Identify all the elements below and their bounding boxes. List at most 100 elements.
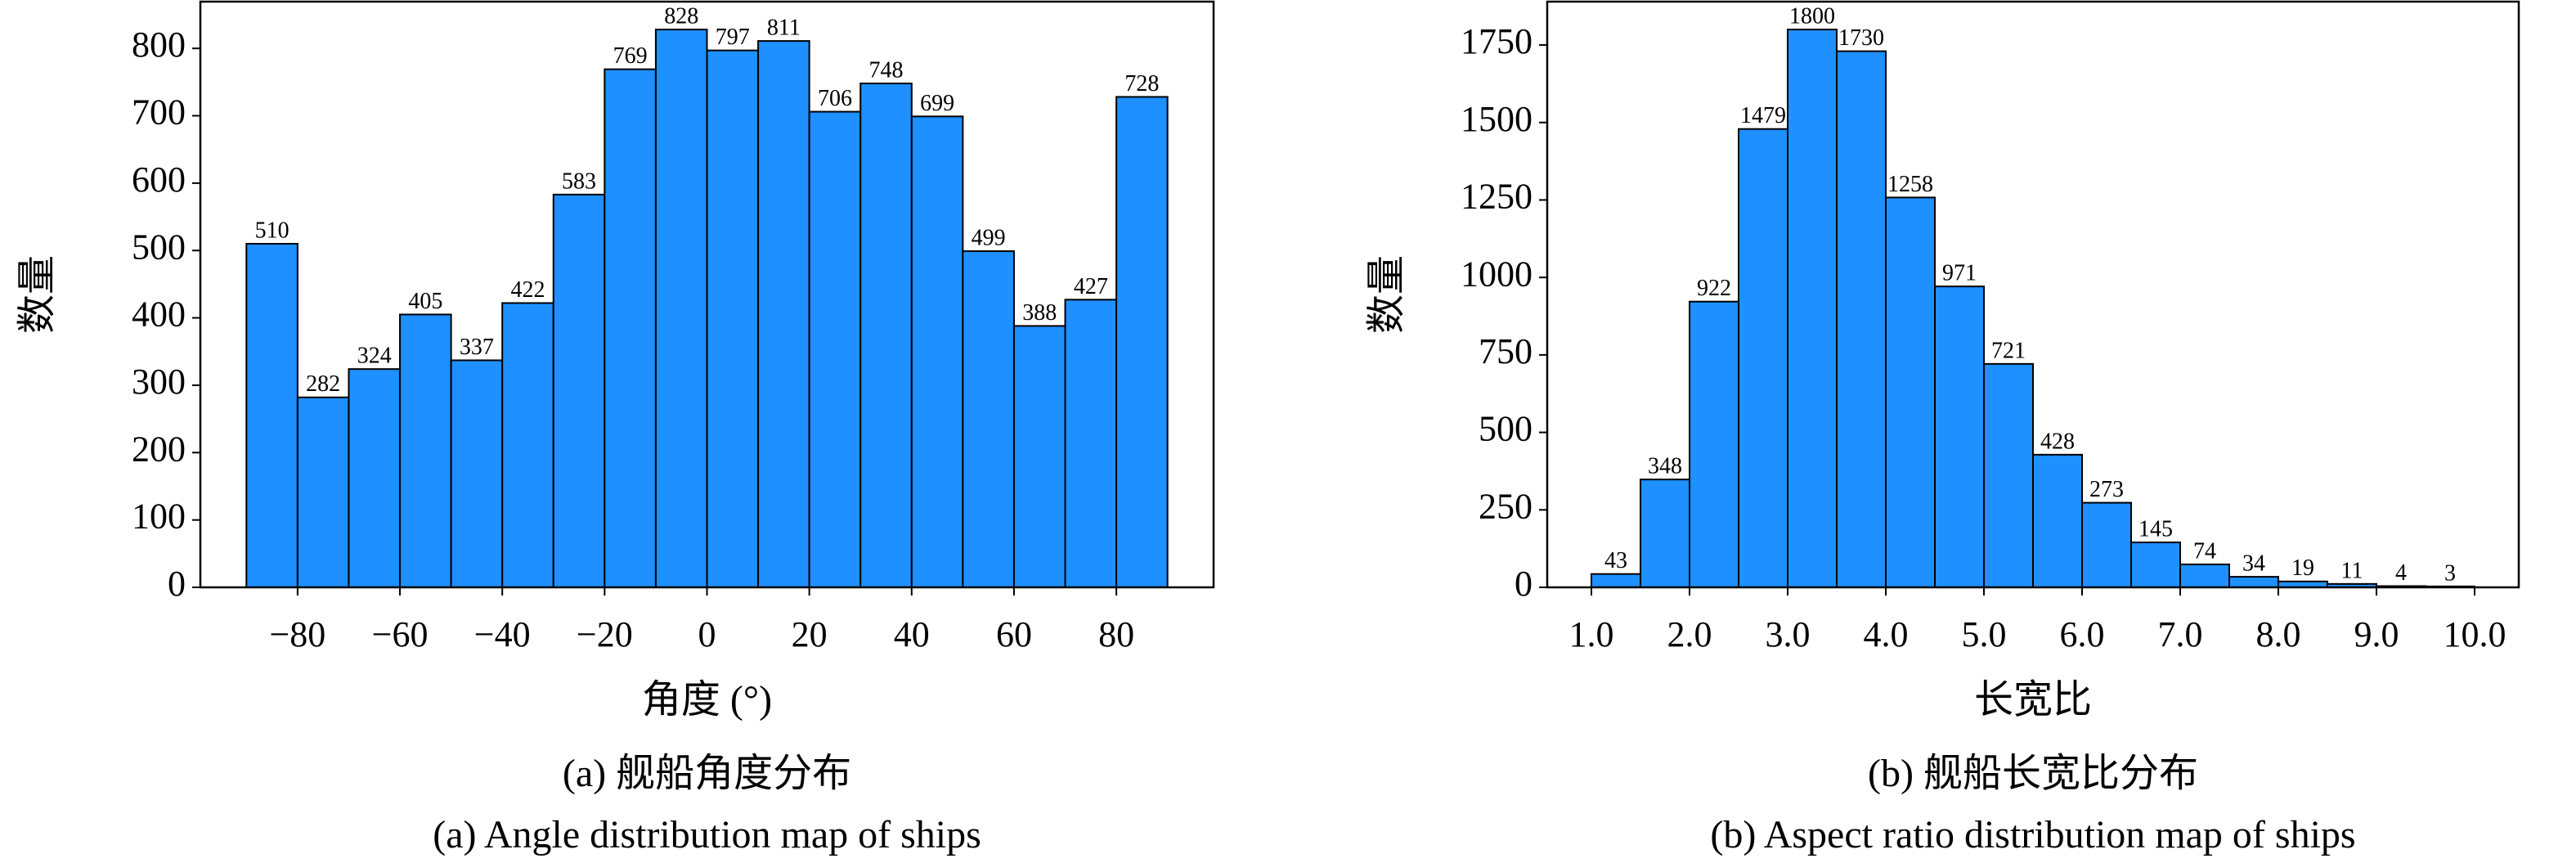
bar bbox=[1115, 96, 1169, 589]
bar bbox=[910, 115, 964, 588]
value-label: 583 bbox=[562, 169, 596, 194]
bar bbox=[1689, 300, 1739, 588]
bar bbox=[2228, 576, 2279, 588]
value-label: 428 bbox=[2040, 429, 2075, 454]
y-tick-label: 1000 bbox=[1461, 254, 1533, 294]
x-tick-label: 8.0 bbox=[2256, 614, 2301, 654]
bar bbox=[1012, 325, 1066, 588]
bar bbox=[1591, 573, 1641, 589]
y-tick-label: 0 bbox=[1515, 564, 1533, 604]
value-label: 728 bbox=[1124, 71, 1159, 97]
bar bbox=[1885, 196, 1936, 588]
x-tick-label: 2.0 bbox=[1667, 614, 1712, 654]
value-label: 19 bbox=[2291, 555, 2314, 581]
y-tick-label: 0 bbox=[168, 564, 186, 604]
caption: (b) 舰船长宽比分布 bbox=[1868, 752, 2198, 795]
value-label: 348 bbox=[1648, 454, 1682, 479]
bar bbox=[2130, 542, 2181, 589]
bar bbox=[552, 193, 606, 588]
x-tick-label: 0 bbox=[698, 614, 716, 654]
value-label: 388 bbox=[1022, 300, 1057, 326]
bar bbox=[2081, 501, 2132, 588]
value-label: 282 bbox=[306, 371, 340, 397]
y-tick-label: 300 bbox=[132, 362, 186, 402]
bar bbox=[2179, 563, 2230, 588]
y-tick-label: 250 bbox=[1479, 486, 1533, 526]
x-tick-label: 40 bbox=[894, 614, 930, 654]
x-tick-label: 10.0 bbox=[2444, 614, 2506, 654]
value-label: 1730 bbox=[1838, 25, 1884, 51]
value-label: 699 bbox=[920, 91, 954, 116]
bar bbox=[2032, 453, 2083, 589]
value-label: 1800 bbox=[1789, 4, 1835, 29]
bar bbox=[706, 49, 760, 588]
y-tick-label: 1750 bbox=[1461, 21, 1533, 61]
value-label: 145 bbox=[2138, 516, 2173, 542]
value-label: 11 bbox=[2341, 558, 2363, 583]
value-label: 510 bbox=[255, 218, 289, 243]
value-label: 922 bbox=[1697, 276, 1731, 301]
y-tick-label: 200 bbox=[132, 429, 186, 469]
x-tick-label: 7.0 bbox=[2158, 614, 2203, 654]
caption: (b) Aspect ratio distribution map of shi… bbox=[1710, 813, 2355, 856]
value-label: 3 bbox=[2444, 560, 2456, 586]
value-label: 811 bbox=[767, 16, 801, 41]
value-label: 1258 bbox=[1887, 172, 1933, 197]
value-label: 4 bbox=[2395, 560, 2407, 586]
bar bbox=[1934, 285, 1985, 588]
y-axis-label: 数量 bbox=[1365, 255, 1408, 334]
x-tick-label: 3.0 bbox=[1766, 614, 1811, 654]
x-tick-label: −40 bbox=[474, 614, 531, 654]
bar bbox=[1064, 299, 1118, 588]
x-tick-label: −20 bbox=[577, 614, 633, 654]
y-tick-label: 750 bbox=[1479, 331, 1533, 371]
value-label: 273 bbox=[2089, 477, 2124, 502]
x-tick-label: 80 bbox=[1098, 614, 1134, 654]
caption: (a) Angle distribution map of ships bbox=[433, 813, 981, 856]
value-label: 422 bbox=[510, 277, 545, 303]
x-tick-label: −80 bbox=[269, 614, 325, 654]
value-label: 706 bbox=[818, 86, 852, 111]
value-label: 748 bbox=[869, 57, 904, 83]
y-tick-label: 400 bbox=[132, 294, 186, 335]
y-tick-label: 1500 bbox=[1461, 99, 1533, 139]
y-tick-label: 500 bbox=[1479, 409, 1533, 449]
bar bbox=[245, 242, 298, 588]
plot-frame bbox=[199, 0, 1215, 589]
x-tick-label: 60 bbox=[996, 614, 1032, 654]
value-label: 324 bbox=[357, 344, 392, 369]
x-tick-label: 6.0 bbox=[2060, 614, 2105, 654]
value-label: 427 bbox=[1074, 274, 1108, 299]
bar bbox=[1836, 50, 1887, 588]
value-label: 43 bbox=[1604, 548, 1627, 573]
y-tick-label: 100 bbox=[132, 497, 186, 537]
plot-frame bbox=[1546, 0, 2520, 589]
value-label: 971 bbox=[1942, 261, 1977, 286]
bar bbox=[1640, 479, 1690, 589]
value-label: 1479 bbox=[1740, 103, 1786, 128]
y-tick-label: 500 bbox=[132, 227, 186, 267]
bar bbox=[348, 368, 402, 588]
value-label: 769 bbox=[613, 43, 648, 69]
value-label: 405 bbox=[408, 289, 442, 314]
bar bbox=[399, 313, 452, 588]
y-tick-label: 800 bbox=[132, 25, 186, 65]
x-tick-label: 1.0 bbox=[1569, 614, 1614, 654]
bar bbox=[757, 40, 810, 588]
value-label: 828 bbox=[664, 4, 698, 29]
x-axis-label: 长宽比 bbox=[1974, 678, 2092, 721]
bar bbox=[604, 68, 657, 589]
caption: (a) 舰船角度分布 bbox=[563, 752, 851, 795]
x-tick-label: −60 bbox=[372, 614, 429, 654]
bar bbox=[859, 82, 913, 589]
value-label: 34 bbox=[2242, 551, 2265, 577]
value-label: 797 bbox=[716, 25, 750, 50]
bar bbox=[1983, 362, 2034, 588]
y-tick-label: 600 bbox=[132, 160, 186, 200]
value-label: 74 bbox=[2193, 538, 2216, 564]
y-axis-label: 数量 bbox=[16, 255, 59, 334]
y-tick-label: 1250 bbox=[1461, 177, 1533, 217]
x-tick-label: 9.0 bbox=[2354, 614, 2399, 654]
x-tick-label: 20 bbox=[792, 614, 828, 654]
